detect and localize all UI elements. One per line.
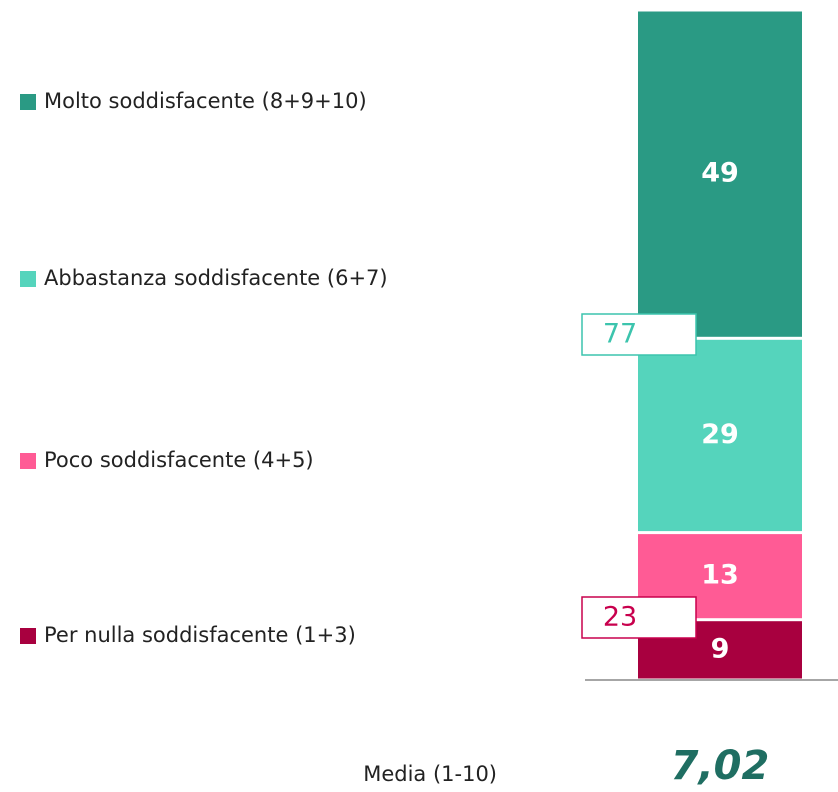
annotation-box (581, 313, 697, 356)
mean-value: 7,02 (671, 743, 770, 789)
annotation-box (581, 596, 697, 639)
mean-label: Media (1-10) (363, 762, 497, 786)
annotation-value: 23 (603, 602, 637, 633)
legend-swatch (20, 453, 36, 469)
bar-segment (638, 11, 802, 337)
legend-label: Per nulla soddisfacente (1+3) (44, 623, 356, 647)
value-label: 49 (701, 158, 739, 189)
legend-label: Molto soddisfacente (8+9+10) (44, 89, 367, 113)
legend-label: Poco soddisfacente (4+5) (44, 448, 314, 472)
legend-swatch (20, 628, 36, 644)
value-label: 9 (711, 633, 730, 664)
bar-segment (638, 339, 802, 532)
annotation-value: 77 (603, 319, 637, 350)
legend-label: Abbastanza soddisfacente (6+7) (44, 266, 388, 290)
value-label: 29 (701, 419, 739, 450)
legend-swatch (20, 271, 36, 287)
legend-swatch (20, 94, 36, 110)
value-label: 13 (701, 560, 739, 591)
